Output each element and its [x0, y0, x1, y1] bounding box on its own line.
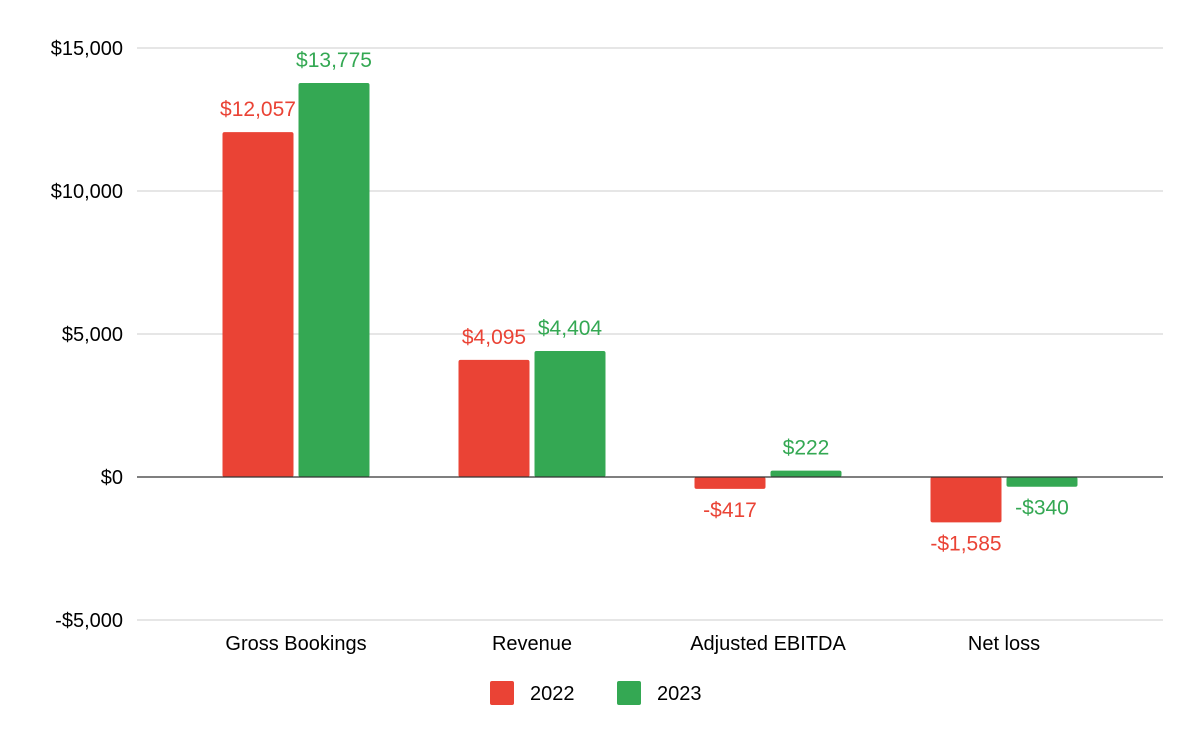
y-tick-label: $0 — [101, 467, 123, 489]
y-tick-label: $15,000 — [51, 38, 123, 60]
bar-2023-adjusted-ebitda — [770, 470, 842, 477]
legend-swatch-2023 — [617, 681, 641, 705]
x-axis-category-labels: Gross Bookings Revenue Adjusted EBITDA Net … — [225, 633, 1040, 655]
data-label: $12,057 — [220, 98, 296, 121]
y-tick-label: $5,000 — [62, 324, 123, 346]
x-category-label: Adjusted EBITDA — [690, 633, 846, 655]
x-category-label: Gross Bookings — [225, 633, 366, 655]
legend-swatch-2022 — [490, 681, 514, 705]
bar-2022-revenue — [458, 359, 530, 477]
bar-2022-net-loss — [930, 477, 1002, 523]
legend: 2022 2023 — [490, 681, 702, 705]
y-tick-label: -$5,000 — [55, 610, 123, 632]
y-axis-tick-labels: $15,000 $10,000 $5,000 $0 -$5,000 — [51, 38, 123, 632]
bar-2023-net-loss — [1006, 477, 1078, 487]
data-label: $13,775 — [296, 49, 372, 72]
x-category-label: Net loss — [968, 633, 1040, 655]
data-label: -$417 — [703, 499, 757, 522]
bar-2023-revenue — [534, 351, 606, 477]
data-label: $4,404 — [538, 317, 603, 340]
bars — [222, 83, 1078, 523]
data-label: -$1,585 — [930, 532, 1001, 555]
x-category-label: Revenue — [492, 633, 572, 655]
bar-2022-gross-bookings — [222, 132, 294, 477]
data-label: -$340 — [1015, 497, 1069, 520]
data-labels: $12,057 $13,775 $4,095 $4,404 -$417 $222 -$1,5… — [220, 49, 1069, 555]
y-tick-label: $10,000 — [51, 181, 123, 203]
legend-label-2023: 2023 — [657, 683, 702, 705]
bar-2022-adjusted-ebitda — [694, 477, 766, 489]
data-label: $4,095 — [462, 326, 526, 349]
bar-2023-gross-bookings — [298, 83, 370, 477]
legend-label-2022: 2022 — [530, 683, 575, 705]
data-label: $222 — [783, 437, 830, 460]
